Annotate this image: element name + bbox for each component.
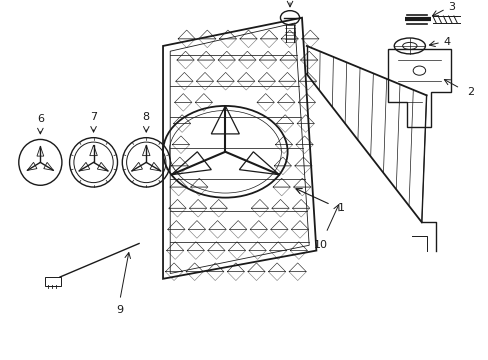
Text: 8: 8: [142, 112, 149, 122]
Text: 2: 2: [467, 87, 473, 97]
Text: 9: 9: [116, 305, 123, 315]
Text: 4: 4: [443, 37, 449, 47]
Text: 1: 1: [337, 203, 344, 213]
Text: 7: 7: [90, 112, 97, 122]
Text: 10: 10: [313, 240, 327, 250]
Text: 3: 3: [447, 2, 454, 12]
Text: 6: 6: [37, 113, 44, 123]
